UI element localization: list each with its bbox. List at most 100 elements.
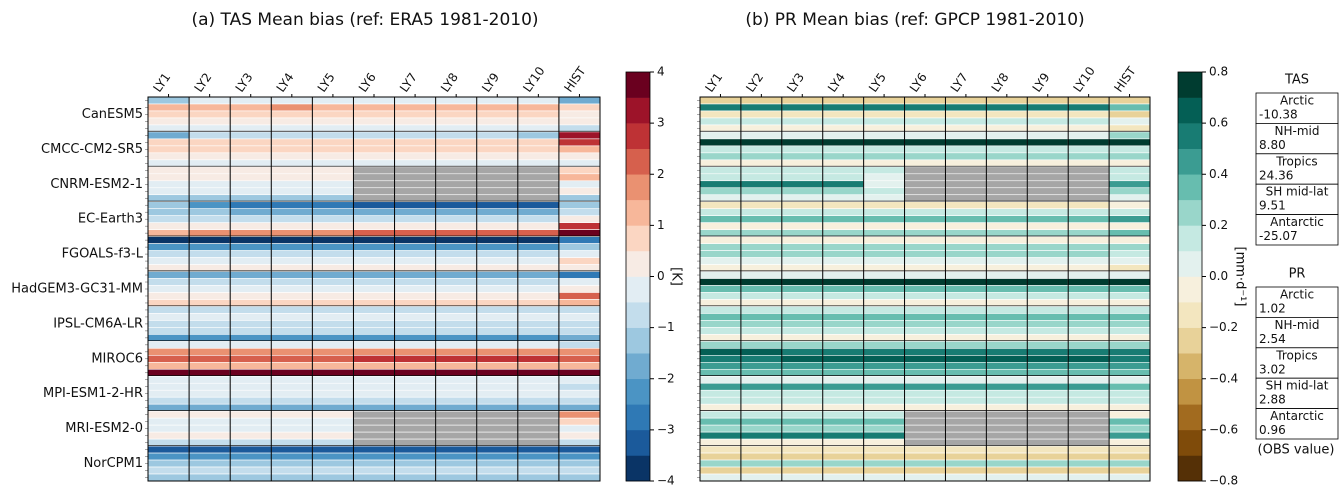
heatmap-cell bbox=[699, 306, 742, 314]
heatmap-cell bbox=[270, 243, 313, 251]
heatmap-cell bbox=[517, 222, 560, 230]
heatmap-cell bbox=[945, 103, 987, 112]
heatmap-cell bbox=[1026, 180, 1069, 189]
heatmap-cell bbox=[863, 222, 905, 230]
heatmap-cell bbox=[863, 341, 905, 349]
colorbar-segment bbox=[1178, 378, 1202, 405]
heatmap-cell bbox=[822, 271, 864, 279]
heatmap-cell bbox=[394, 117, 436, 126]
heatmap-cell bbox=[229, 445, 272, 454]
heatmap-cell bbox=[1026, 110, 1069, 119]
column-label: LY5 bbox=[866, 70, 889, 94]
heatmap-cell bbox=[476, 459, 519, 468]
heatmap-cell bbox=[558, 159, 601, 168]
heatmap-cell bbox=[904, 138, 946, 147]
heatmap-cell bbox=[476, 145, 519, 154]
heatmap-cell bbox=[394, 382, 436, 391]
model-label: CanESM5 bbox=[82, 107, 143, 122]
region-name: Antarctic bbox=[1270, 215, 1324, 229]
heatmap-cell bbox=[781, 362, 824, 370]
heatmap-cell bbox=[188, 452, 231, 461]
column-label: LY9 bbox=[479, 70, 502, 94]
column-label: LY7 bbox=[397, 70, 420, 94]
model-label: HadGEM3-GC31-MM bbox=[11, 282, 143, 297]
column-label: LY2 bbox=[191, 70, 214, 94]
heatmap-cell bbox=[986, 173, 1028, 182]
heatmap-cell bbox=[394, 180, 436, 189]
heatmap-cell bbox=[740, 180, 783, 189]
heatmap-cell bbox=[270, 222, 313, 230]
heatmap-cell bbox=[863, 96, 905, 105]
heatmap-cell bbox=[822, 117, 864, 126]
heatmap-cell bbox=[945, 473, 987, 482]
heatmap-cell bbox=[740, 215, 783, 223]
heatmap-cell bbox=[1026, 243, 1069, 251]
heatmap-cell bbox=[353, 180, 395, 189]
colorbar-segment bbox=[626, 404, 650, 431]
heatmap-cell bbox=[558, 236, 601, 244]
heatmap-cell bbox=[699, 403, 742, 412]
heatmap-cell bbox=[1026, 222, 1069, 230]
heatmap-cell bbox=[699, 459, 742, 468]
heatmap-cell bbox=[740, 257, 783, 265]
heatmap-cell bbox=[904, 306, 946, 314]
heatmap-cell bbox=[394, 166, 436, 175]
heatmap-cell bbox=[270, 215, 313, 223]
heatmap-cell bbox=[435, 222, 478, 230]
heatmap-cell bbox=[863, 452, 905, 461]
heatmap-cell bbox=[147, 417, 190, 426]
heatmap-cell bbox=[312, 117, 354, 126]
heatmap-cell bbox=[1026, 194, 1069, 203]
heatmap-cell bbox=[1026, 229, 1069, 237]
heatmap-cell bbox=[312, 96, 354, 105]
heatmap-cell bbox=[781, 271, 824, 279]
heatmap-cell bbox=[435, 124, 478, 133]
heatmap-cell bbox=[558, 466, 601, 475]
heatmap-cell bbox=[476, 131, 519, 140]
heatmap-cell bbox=[517, 452, 560, 461]
heatmap-cell bbox=[188, 236, 231, 244]
heatmap-cell bbox=[740, 410, 783, 419]
heatmap-cell bbox=[1067, 355, 1110, 363]
heatmap-cell bbox=[822, 180, 864, 189]
heatmap-cell bbox=[229, 250, 272, 258]
heatmap-cell bbox=[270, 362, 313, 370]
heatmap-cell bbox=[740, 362, 783, 370]
heatmap-cell bbox=[229, 417, 272, 426]
heatmap-cell bbox=[863, 362, 905, 370]
heatmap-cell bbox=[476, 355, 519, 363]
heatmap-cell bbox=[822, 382, 864, 391]
heatmap-cell bbox=[945, 368, 987, 377]
heatmap-cell bbox=[863, 208, 905, 216]
heatmap-cell bbox=[699, 187, 742, 196]
heatmap-cell bbox=[740, 348, 783, 356]
heatmap-cell bbox=[945, 382, 987, 391]
heatmap-cell bbox=[270, 313, 313, 321]
colorbar-segment bbox=[1178, 250, 1202, 277]
heatmap-cell bbox=[863, 152, 905, 161]
heatmap-cell bbox=[147, 327, 190, 335]
heatmap-cell bbox=[270, 166, 313, 175]
heatmap-cell bbox=[188, 313, 231, 321]
heatmap-cell bbox=[394, 278, 436, 286]
heatmap-cell bbox=[394, 222, 436, 230]
heatmap-cell bbox=[476, 396, 519, 405]
heatmap-cell bbox=[904, 334, 946, 342]
colorbar-tick-label: −2 bbox=[657, 371, 675, 385]
heatmap-cell bbox=[740, 222, 783, 230]
heatmap-cell bbox=[863, 306, 905, 314]
heatmap-cell bbox=[740, 355, 783, 363]
heatmap-cell bbox=[986, 424, 1028, 433]
heatmap-cell bbox=[945, 375, 987, 384]
heatmap-cell bbox=[1067, 473, 1110, 482]
heatmap-cell bbox=[353, 382, 395, 391]
obs-value: 1.02 bbox=[1259, 302, 1286, 316]
column-label: LY5 bbox=[315, 70, 338, 94]
heatmap-cell bbox=[740, 278, 783, 286]
heatmap-cell bbox=[1026, 424, 1069, 433]
heatmap-cell bbox=[945, 285, 987, 293]
heatmap-cell bbox=[312, 110, 354, 119]
heatmap-cell bbox=[517, 382, 560, 391]
column-label: LY6 bbox=[907, 70, 930, 94]
heatmap-cell bbox=[517, 243, 560, 251]
